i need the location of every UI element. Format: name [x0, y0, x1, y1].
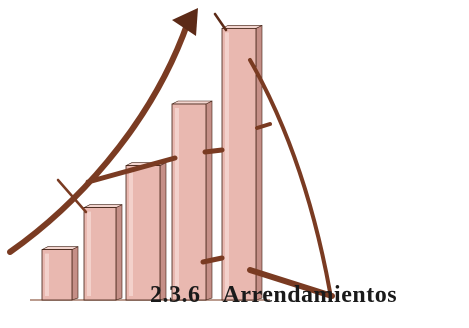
connector-stroke-upper	[85, 155, 178, 185]
bar-side-face	[71, 246, 79, 301]
bar-top-face	[41, 246, 79, 250]
bar-1	[41, 246, 79, 301]
bar-top-face	[171, 100, 213, 105]
bar-4	[171, 100, 213, 301]
bar-highlight	[45, 253, 49, 296]
bar-highlight	[87, 211, 91, 296]
sweep-curve	[248, 58, 332, 294]
bar-2	[83, 204, 123, 301]
tick-stroke	[255, 122, 272, 130]
bar-side-face	[205, 100, 213, 301]
bar-highlight	[175, 108, 179, 296]
bar-highlight	[225, 32, 229, 297]
connector-stroke-right	[202, 147, 225, 155]
decorative-strokes	[7, 8, 335, 299]
section-title: Arrendamientos	[222, 282, 398, 308]
bar-side-face	[255, 24, 263, 301]
bar-side-face	[159, 162, 167, 301]
spark-stroke	[213, 12, 228, 32]
bar-5	[221, 24, 263, 301]
base-stroke	[247, 267, 335, 299]
rising-arrow-shaft	[7, 19, 191, 255]
arrow-up-right-icon	[172, 8, 198, 36]
bar-highlight	[129, 169, 133, 296]
section-number: 2.3.6	[150, 282, 201, 308]
connector-stroke-lower	[200, 255, 225, 265]
connector-stroke-thin	[56, 178, 88, 214]
bar-3	[125, 162, 167, 301]
bar-side-face	[115, 204, 123, 301]
section-heading: 2.3.6 Arrendamientos	[150, 282, 397, 309]
bar-top-face	[221, 25, 263, 29]
bar-top-face	[83, 204, 123, 208]
